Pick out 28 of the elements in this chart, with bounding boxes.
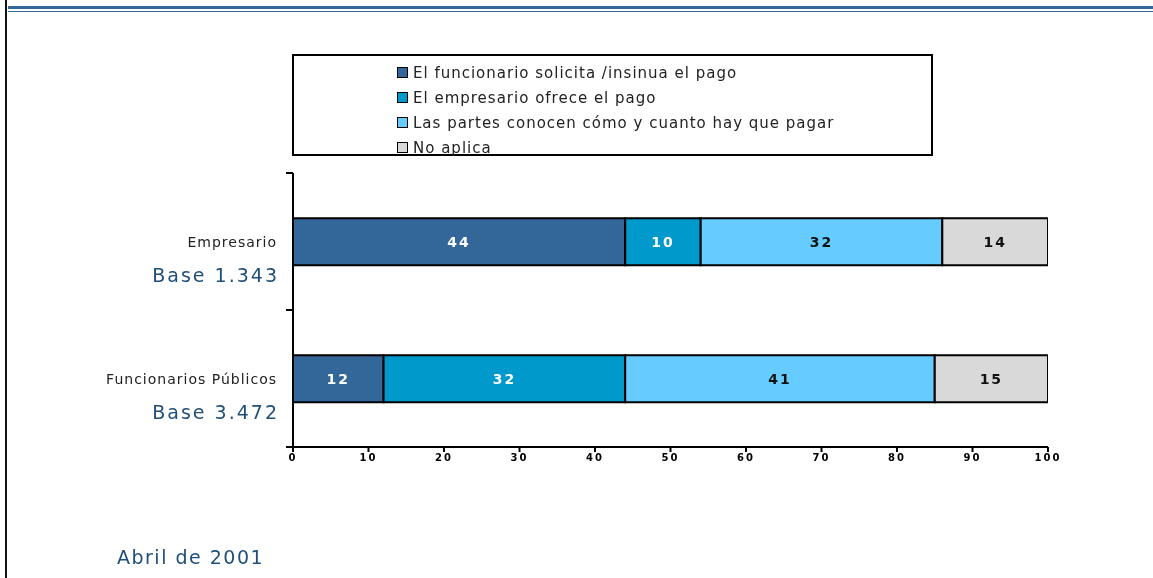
data-label: 32	[809, 233, 834, 250]
legend-label: Las partes conocen cómo y cuanto hay que pagar	[413, 113, 835, 132]
data-label: 32	[492, 370, 517, 387]
legend-label: No aplica	[413, 138, 492, 157]
x-tick-label: 70	[812, 452, 831, 464]
x-tick-label: 10	[359, 452, 378, 464]
x-tick-label: 60	[737, 452, 755, 464]
data-label: 15	[979, 370, 1004, 387]
x-tick-label: 100	[1034, 452, 1062, 464]
legend-label: El funcionario solicita /insinua el pago	[413, 63, 738, 82]
data-label: 10	[651, 233, 675, 250]
x-tick-label: 30	[510, 452, 529, 464]
x-tick-label: 90	[963, 452, 982, 464]
x-tick-label: 0	[288, 452, 298, 464]
text: Base 3.472	[151, 400, 279, 423]
y-tick-label: Empresario	[187, 233, 277, 250]
x-tick-label: 40	[586, 452, 604, 464]
x-tick-label: 20	[435, 452, 453, 464]
legend-label: El empresario ofrece el pago	[413, 88, 657, 107]
data-label: 44	[447, 233, 471, 250]
text: Base 1.343	[151, 263, 279, 286]
x-tick-label: 50	[661, 452, 680, 464]
data-label: 14	[983, 233, 1007, 250]
text: Abril de 2001	[117, 546, 265, 568]
y-tick-label: Funcionarios Públicos	[106, 370, 277, 387]
data-label: 41	[768, 370, 792, 387]
data-label: 12	[326, 370, 351, 387]
x-tick-label: 80	[888, 452, 906, 464]
